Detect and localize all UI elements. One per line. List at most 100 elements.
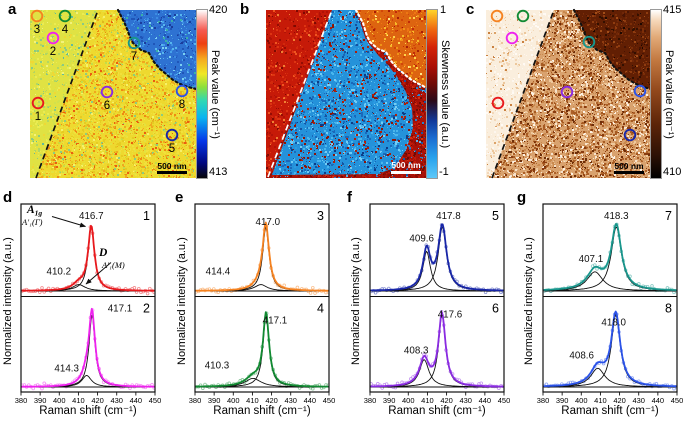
spectra-panel-e: 417.0 414.4 3 417.1 410.3 4 380 390 400 410 420 430… — [189, 203, 336, 405]
svg-text:D: D — [98, 247, 108, 259]
svg-text:380: 380 — [15, 396, 28, 405]
svg-text:380: 380 — [537, 396, 550, 405]
svg-text:400: 400 — [227, 396, 240, 405]
scalebar-label-a: 500 nm — [157, 161, 187, 171]
svg-text:8: 8 — [665, 302, 672, 316]
scalebar-a — [157, 171, 187, 174]
spectra-panel-g: 418.3 407.1 7 418.0 408.6 8 380 390 400 410 420 430… — [537, 203, 684, 405]
svg-text:420: 420 — [265, 396, 278, 405]
svg-text:430: 430 — [632, 396, 645, 405]
svg-text:7: 7 — [665, 209, 672, 223]
svg-text:390: 390 — [383, 396, 396, 405]
svg-text:418.3: 418.3 — [604, 211, 629, 222]
map-c-overlay — [490, 8, 652, 179]
svg-text:408.3: 408.3 — [404, 346, 429, 357]
panel-letter-f: f — [347, 189, 352, 206]
svg-text:450: 450 — [671, 396, 684, 405]
svg-text:5: 5 — [492, 209, 499, 223]
svg-text:430: 430 — [284, 396, 297, 405]
colorbar-b-top-tick: 1 — [440, 4, 447, 16]
svg-text:2: 2 — [50, 46, 56, 58]
svg-text:A1g: A1g — [26, 204, 42, 218]
svg-text:420: 420 — [440, 396, 453, 405]
colorbar-c-bottom-tick: 410 — [663, 166, 682, 178]
svg-text:1: 1 — [35, 111, 41, 123]
panel-letter-e: e — [175, 189, 184, 206]
svg-text:410: 410 — [246, 396, 259, 405]
svg-text:418.0: 418.0 — [601, 318, 626, 329]
colorbar-a — [196, 9, 208, 179]
svg-text:4: 4 — [317, 302, 324, 316]
map-a-overlay: 3 42 7 6 8 1 5 — [30, 8, 198, 179]
x-axis-label-g: Raman shift (cm⁻¹) — [561, 405, 659, 417]
svg-text:410.2: 410.2 — [47, 267, 72, 278]
svg-text:4: 4 — [62, 24, 69, 36]
svg-text:450: 450 — [323, 396, 336, 405]
scalebar-label-c: 500 nm — [614, 161, 644, 171]
svg-text:417.1: 417.1 — [263, 316, 288, 327]
colorbar-b-label: Skewness value (a.u.) — [439, 39, 451, 149]
colorbar-a-bottom-tick: 413 — [209, 166, 228, 178]
svg-text:417.1: 417.1 — [108, 304, 133, 315]
raman-peak-map-c — [486, 10, 650, 178]
svg-text:407.1: 407.1 — [579, 254, 604, 265]
svg-text:400: 400 — [53, 396, 66, 405]
svg-text:417.6: 417.6 — [438, 310, 463, 321]
svg-text:390: 390 — [556, 396, 569, 405]
svg-text:450: 450 — [498, 396, 511, 405]
svg-text:6: 6 — [104, 100, 110, 112]
x-axis-label-d: Raman shift (cm⁻¹) — [39, 405, 137, 417]
colorbar-b-bottom-tick: -1 — [439, 166, 449, 178]
scalebar-label-b: 500 nm — [391, 160, 421, 170]
svg-text:380: 380 — [364, 396, 377, 405]
colorbar-b — [426, 9, 438, 179]
colorbar-c-label: Peak value (cm⁻¹) — [663, 49, 675, 139]
svg-text:450: 450 — [149, 396, 162, 405]
svg-text:440: 440 — [479, 396, 492, 405]
svg-text:440: 440 — [130, 396, 143, 405]
svg-text:390: 390 — [208, 396, 221, 405]
svg-text:6: 6 — [492, 302, 499, 316]
svg-text:A′₁(M): A′₁(M) — [101, 260, 125, 270]
svg-text:2: 2 — [143, 302, 150, 316]
svg-text:414.4: 414.4 — [206, 267, 231, 278]
svg-text:410: 410 — [594, 396, 607, 405]
svg-text:400: 400 — [402, 396, 415, 405]
colorbar-c — [650, 9, 662, 179]
svg-text:416.7: 416.7 — [79, 211, 104, 222]
svg-text:410: 410 — [72, 396, 85, 405]
scalebar-b — [391, 171, 421, 174]
svg-text:414.3: 414.3 — [54, 364, 79, 375]
svg-text:410.3: 410.3 — [205, 360, 230, 371]
svg-text:3: 3 — [34, 24, 40, 36]
svg-text:8: 8 — [179, 99, 185, 111]
svg-text:417.0: 417.0 — [256, 217, 281, 228]
svg-text:440: 440 — [652, 396, 665, 405]
svg-text:408.6: 408.6 — [569, 350, 594, 361]
svg-text:400: 400 — [575, 396, 588, 405]
svg-text:420: 420 — [613, 396, 626, 405]
svg-text:420: 420 — [91, 396, 104, 405]
map-b-overlay — [267, 8, 428, 178]
panel-letter-d: d — [3, 189, 13, 206]
colorbar-a-label: Peak value (cm⁻¹) — [209, 49, 221, 139]
svg-text:1: 1 — [143, 209, 150, 223]
x-axis-label-f: Raman shift (cm⁻¹) — [388, 405, 486, 417]
svg-text:417.8: 417.8 — [436, 211, 461, 222]
svg-text:A′₁(Γ): A′₁(Γ) — [21, 217, 43, 227]
svg-text:3: 3 — [317, 209, 324, 223]
panel-letter-b: b — [240, 1, 250, 18]
svg-text:440: 440 — [304, 396, 317, 405]
svg-text:5: 5 — [169, 143, 175, 155]
svg-text:430: 430 — [110, 396, 123, 405]
x-axis-label-e: Raman shift (cm⁻¹) — [213, 405, 311, 417]
svg-text:390: 390 — [34, 396, 47, 405]
panel-letter-a: a — [8, 1, 17, 18]
colorbar-c-top-tick: 415 — [663, 4, 682, 16]
panel-letter-c: c — [466, 1, 475, 18]
skewness-map-b — [266, 10, 426, 178]
colorbar-a-top-tick: 420 — [209, 4, 228, 16]
